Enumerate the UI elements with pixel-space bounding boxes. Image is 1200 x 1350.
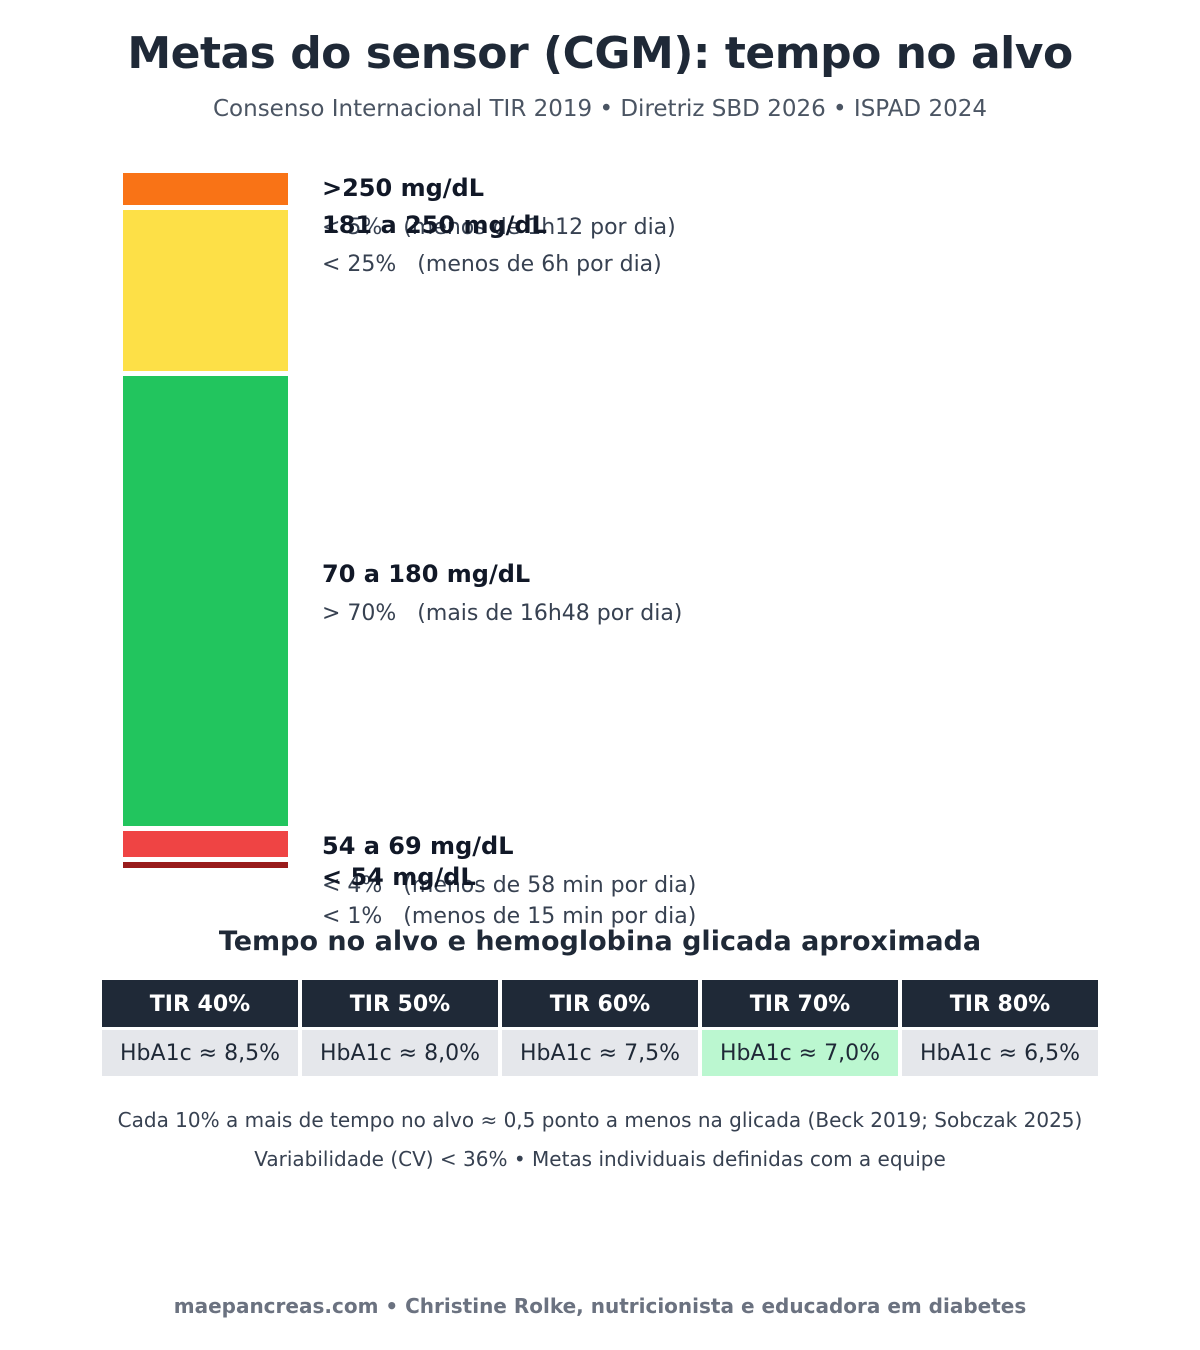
- segment-label: 70 a 180 mg/dL > 70% (mais de 16h48 por d…: [322, 559, 682, 629]
- bar-segment: [123, 862, 288, 868]
- segment-label: 181 a 250 mg/dL < 25% (menos de 6h por di…: [322, 210, 662, 280]
- table-value-cell: HbA1c ≈ 8,5%: [102, 1030, 298, 1076]
- table-header-cell: TIR 80%: [902, 980, 1098, 1027]
- table-value-cell: HbA1c ≈ 7,0%: [702, 1030, 898, 1076]
- table-value-cell: HbA1c ≈ 7,5%: [502, 1030, 698, 1076]
- tir-stacked-bar: [123, 173, 288, 868]
- segment-label: >250 mg/dL < 5% (menos de 1h12 por dia): [322, 173, 676, 243]
- segment-target: < 1% (menos de 15 min por dia): [322, 904, 697, 929]
- table-value-cell: HbA1c ≈ 6,5%: [902, 1030, 1098, 1076]
- bar-segment: [123, 210, 288, 371]
- segment-target: < 25% (menos de 6h por dia): [322, 252, 662, 277]
- segment-target: > 70% (mais de 16h48 por dia): [322, 601, 683, 626]
- table-column: TIR 60% HbA1c ≈ 7,5%: [502, 980, 698, 1076]
- segment-range: 181 a 250 mg/dL: [322, 211, 547, 239]
- table-column: TIR 70% HbA1c ≈ 7,0%: [702, 980, 898, 1076]
- bar-segment: [123, 173, 288, 205]
- table-title: Tempo no alvo e hemoglobina glicada apro…: [218, 926, 982, 957]
- tir-hba1c-table: TIR 40% HbA1c ≈ 8,5% TIR 50% HbA1c ≈ 8,0% TI…: [100, 980, 1100, 1076]
- segment-range: 70 a 180 mg/dL: [322, 560, 531, 588]
- page-subtitle: Consenso Internacional TIR 2019 • Diretr…: [212, 96, 987, 122]
- table-header-cell: TIR 40%: [102, 980, 298, 1027]
- table-column: TIR 40% HbA1c ≈ 8,5%: [102, 980, 298, 1076]
- note-line-1: Cada 10% a mais de tempo no alvo ≈ 0,5 p…: [117, 1108, 1083, 1132]
- table-column: TIR 50% HbA1c ≈ 8,0%: [302, 980, 498, 1076]
- bar-segment: [123, 376, 288, 826]
- footer-credit: maepancreas.com • Christine Rolke, nutri…: [173, 1294, 1027, 1318]
- segment-target: < 5% (menos de 1h12 por dia): [322, 215, 676, 240]
- bar-segment: [123, 831, 288, 857]
- table-header-cell: TIR 70%: [702, 980, 898, 1027]
- table-header-cell: TIR 60%: [502, 980, 698, 1027]
- table-value-cell: HbA1c ≈ 8,0%: [302, 1030, 498, 1076]
- page-title: Metas do sensor (CGM): tempo no alvo: [127, 28, 1073, 79]
- segment-label: 54 a 69 mg/dL < 4% (menos de 58 min por d…: [322, 831, 696, 901]
- segment-range: < 54 mg/dL: [322, 863, 476, 891]
- segment-range: >250 mg/dL: [322, 174, 484, 202]
- table-column: TIR 80% HbA1c ≈ 6,5%: [902, 980, 1098, 1076]
- note-line-2: Variabilidade (CV) < 36% • Metas individ…: [254, 1147, 946, 1171]
- segment-label: < 54 mg/dL < 1% (menos de 15 min por dia): [322, 862, 696, 932]
- table-header-cell: TIR 50%: [302, 980, 498, 1027]
- segment-range: 54 a 69 mg/dL: [322, 832, 514, 860]
- segment-target: < 4% (menos de 58 min por dia): [322, 873, 697, 898]
